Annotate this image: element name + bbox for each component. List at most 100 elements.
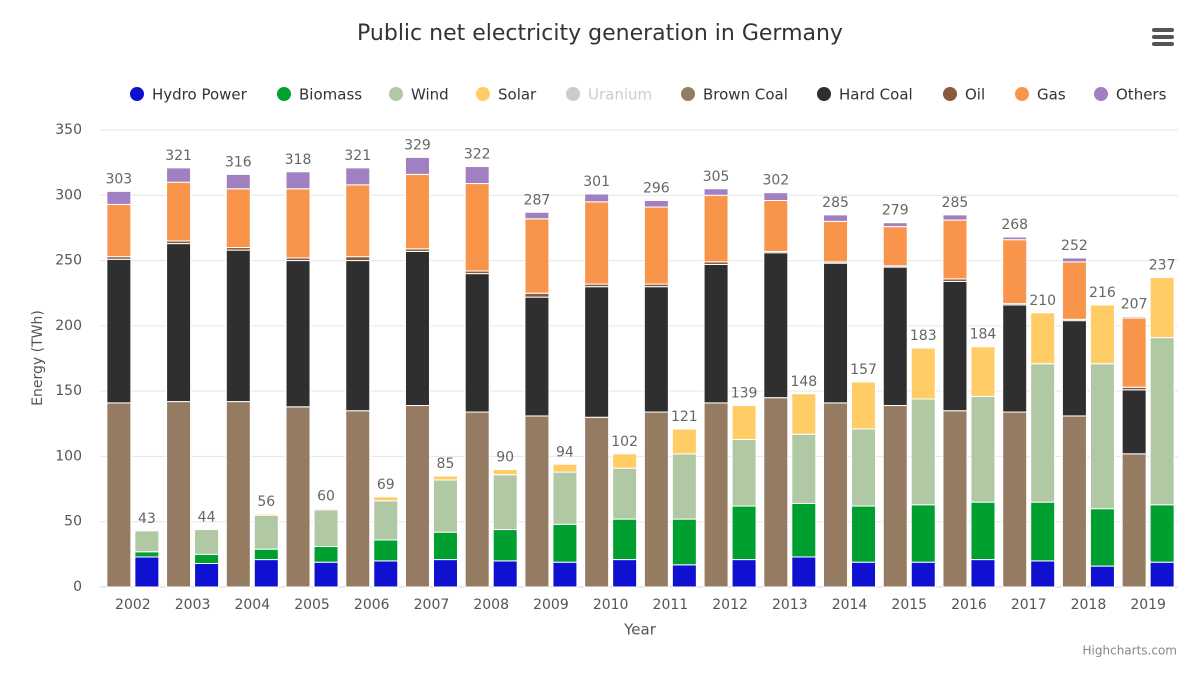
bar-segment (942, 214, 968, 221)
bar-segment (1002, 239, 1028, 305)
legend-symbol (1015, 87, 1029, 101)
bar-segment (106, 203, 132, 258)
bar-segment (823, 214, 849, 222)
bar-segment (731, 559, 757, 588)
bar-segment (225, 173, 251, 190)
y-tick-label: 100 (55, 448, 82, 464)
legend-item[interactable]: Gas (1015, 86, 1066, 104)
bar-segment (1002, 236, 1028, 241)
bar-segment (253, 559, 279, 588)
bar-segment (106, 402, 132, 588)
legend-item[interactable]: Uranium (566, 86, 652, 104)
bar-segment (432, 475, 458, 481)
bar-segment (882, 405, 908, 588)
stack-total-label: 322 (464, 147, 491, 163)
bar-segment (552, 463, 578, 473)
bar-segment (552, 561, 578, 588)
legend-item[interactable]: Others (1094, 86, 1167, 104)
bar-segment (1030, 560, 1056, 588)
stack-total-label: 157 (850, 362, 877, 378)
bar-segment (194, 553, 220, 564)
menu-button[interactable] (1152, 28, 1174, 46)
y-tick-label: 200 (55, 318, 82, 334)
bar-segment (643, 286, 669, 413)
bar-segment (791, 393, 817, 435)
bar-segment (703, 263, 729, 404)
stack-total-label: 60 (317, 489, 335, 505)
legend-symbol (1094, 87, 1108, 101)
bar-segment (731, 438, 757, 507)
bar-segment (166, 181, 192, 242)
bar-segment (313, 508, 339, 511)
bar-segment (731, 405, 757, 440)
y-tick-label: 0 (73, 579, 82, 595)
menu-bar (1152, 28, 1174, 32)
bar-segment (166, 401, 192, 588)
stack-total-label: 184 (970, 327, 997, 343)
bar-segment (552, 523, 578, 563)
legend-item[interactable]: Hard Coal (817, 86, 913, 104)
legend-symbol (817, 87, 831, 101)
legend-item[interactable]: Wind (389, 86, 449, 104)
stack-total-label: 318 (285, 152, 312, 168)
bar-segment (464, 166, 490, 185)
bar-segment (285, 260, 311, 408)
bar-segment (345, 167, 371, 186)
legend-item[interactable]: Oil (943, 86, 985, 104)
x-tick-label: 2014 (832, 597, 868, 613)
x-tick-label: 2018 (1071, 597, 1107, 613)
bar-segment (643, 200, 669, 208)
legend-symbol (566, 87, 580, 101)
credits[interactable]: Highcharts.com (1083, 644, 1177, 658)
stack-total-label: 252 (1061, 238, 1088, 254)
bar-segment (1121, 316, 1147, 319)
bar-segment (253, 548, 279, 561)
bar-segment (910, 347, 936, 400)
stack-total-label: 210 (1029, 293, 1056, 309)
bar-segment (225, 188, 251, 249)
bar-segment (1002, 304, 1028, 413)
legend-item[interactable]: Brown Coal (681, 86, 788, 104)
bar-segment (671, 453, 697, 520)
bar-segment (492, 560, 518, 588)
stack-total-label: 279 (882, 203, 909, 219)
y-tick-label: 300 (55, 187, 82, 203)
stack-total-label: 287 (524, 192, 551, 208)
x-tick-label: 2013 (772, 597, 808, 613)
bar-segment (671, 518, 697, 566)
bar-segment (612, 453, 638, 469)
legend-item[interactable]: Biomass (277, 86, 362, 104)
x-tick-label: 2008 (473, 597, 509, 613)
bar-segment (1061, 415, 1087, 588)
bar-segment (313, 561, 339, 588)
x-tick-label: 2002 (115, 597, 151, 613)
y-axis-title: Energy (TWh) (30, 310, 46, 406)
x-tick-label: 2017 (1011, 597, 1047, 613)
y-tick-label: 50 (64, 514, 82, 530)
bar-segment (464, 411, 490, 588)
bar-segment (643, 411, 669, 588)
bar-segment (285, 188, 311, 259)
stack-total-label: 305 (703, 169, 730, 185)
bar-segment (763, 200, 789, 252)
stack-total-label: 285 (942, 195, 969, 211)
legend-item[interactable]: Hydro Power (130, 86, 248, 104)
bar-segment (791, 556, 817, 588)
legend-item[interactable]: Solar (476, 86, 537, 104)
x-tick-label: 2006 (354, 597, 390, 613)
bar-segment (703, 188, 729, 196)
x-tick-label: 2011 (653, 597, 689, 613)
stack-total-label: 268 (1001, 217, 1028, 233)
bar-segment (1149, 504, 1175, 563)
bar-segment (432, 559, 458, 588)
bar-segment (643, 206, 669, 285)
stack-total-label: 148 (790, 374, 817, 390)
bar-segment (253, 514, 279, 550)
bar-segment (1149, 561, 1175, 588)
bar-segment (1149, 277, 1175, 339)
bar-segment (313, 509, 339, 548)
legend-label: Biomass (299, 86, 362, 104)
bar-segment (524, 292, 550, 298)
y-tick-label: 150 (55, 383, 82, 399)
